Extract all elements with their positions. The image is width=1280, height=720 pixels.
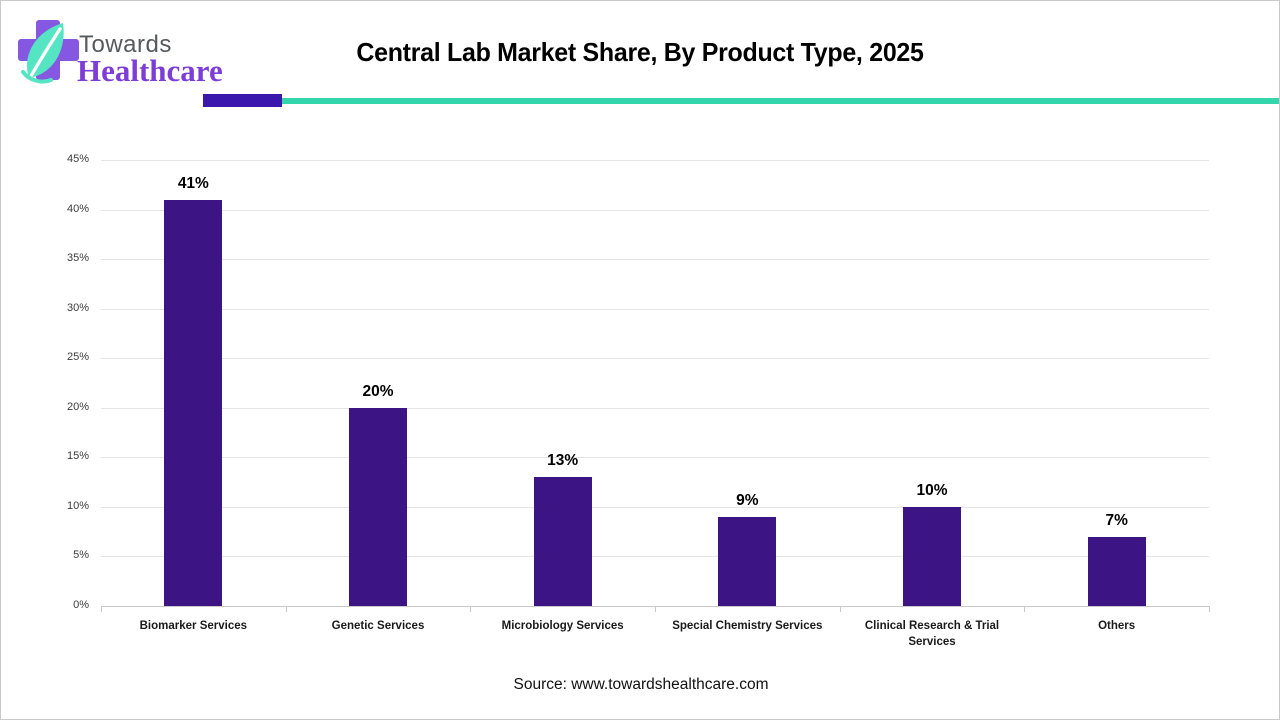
x-axis-tick: [1209, 606, 1210, 612]
y-axis-tick-label: 5%: [73, 549, 89, 562]
x-axis-category-label: Microbiology Services: [501, 620, 624, 632]
y-axis-tick-label: 30%: [66, 301, 89, 314]
bar-value-label: 10%: [916, 481, 948, 499]
logo-text-towards: Towards: [79, 31, 172, 58]
y-axis-tick-label: 45%: [66, 153, 89, 165]
y-axis-tick-label: 35%: [66, 252, 89, 265]
x-axis-tick: [655, 606, 656, 612]
logo-cross-leaf-icon: [18, 20, 79, 84]
bar-value-label: 41%: [177, 174, 209, 192]
gridline: [101, 160, 1209, 161]
y-axis-tick-label: 15%: [66, 450, 89, 463]
y-axis-tick-label: 40%: [66, 202, 89, 215]
x-axis-tick: [101, 606, 102, 612]
bar: [533, 477, 592, 606]
x-axis-category-label: Others: [1098, 620, 1136, 632]
gridline: [101, 556, 1209, 558]
x-axis-category-label: Biomarker Services: [139, 620, 248, 632]
x-axis-category-label: Genetic Services: [331, 620, 425, 632]
y-axis-tick-label: 10%: [66, 499, 89, 512]
bar: [1087, 536, 1146, 606]
gridline: [101, 506, 1209, 508]
x-axis-tick: [470, 606, 472, 612]
bar-value-label: 9%: [736, 491, 759, 509]
divider-teal-line: [282, 98, 1279, 104]
gridline: [101, 407, 1209, 409]
gridline: [101, 358, 1209, 360]
x-axis-tick: [839, 606, 841, 612]
source-text: Source: www.towardshealthcare.com: [513, 676, 769, 693]
x-axis-category-label: Special Chemistry Services: [672, 620, 823, 632]
logo-text-healthcare: Healthcare: [77, 53, 223, 88]
bar: [718, 516, 777, 606]
y-axis-tick-label: 25%: [66, 351, 89, 364]
bar: [349, 407, 407, 606]
gridline: [101, 259, 1209, 261]
bar: [164, 199, 223, 606]
x-axis-category-label: Clinical Research & Trial Services: [864, 620, 1000, 648]
x-axis-tick: [1024, 606, 1026, 612]
y-axis-tick-label: 0%: [73, 599, 89, 611]
gridline: [101, 457, 1209, 459]
y-axis-tick-label: 20%: [66, 400, 89, 413]
chart-title: Central Lab Market Share, By Product Typ…: [356, 37, 924, 67]
bar-value-label: 7%: [1105, 511, 1128, 529]
gridline: [101, 308, 1209, 310]
gridline: [101, 209, 1209, 211]
logo: Towards Healthcare: [15, 13, 245, 88]
divider-purple-segment: [203, 94, 282, 107]
bar-value-label: 13%: [547, 452, 579, 470]
bar-value-label: 20%: [362, 382, 394, 400]
x-axis-tick: [285, 606, 287, 612]
bar: [903, 506, 961, 606]
